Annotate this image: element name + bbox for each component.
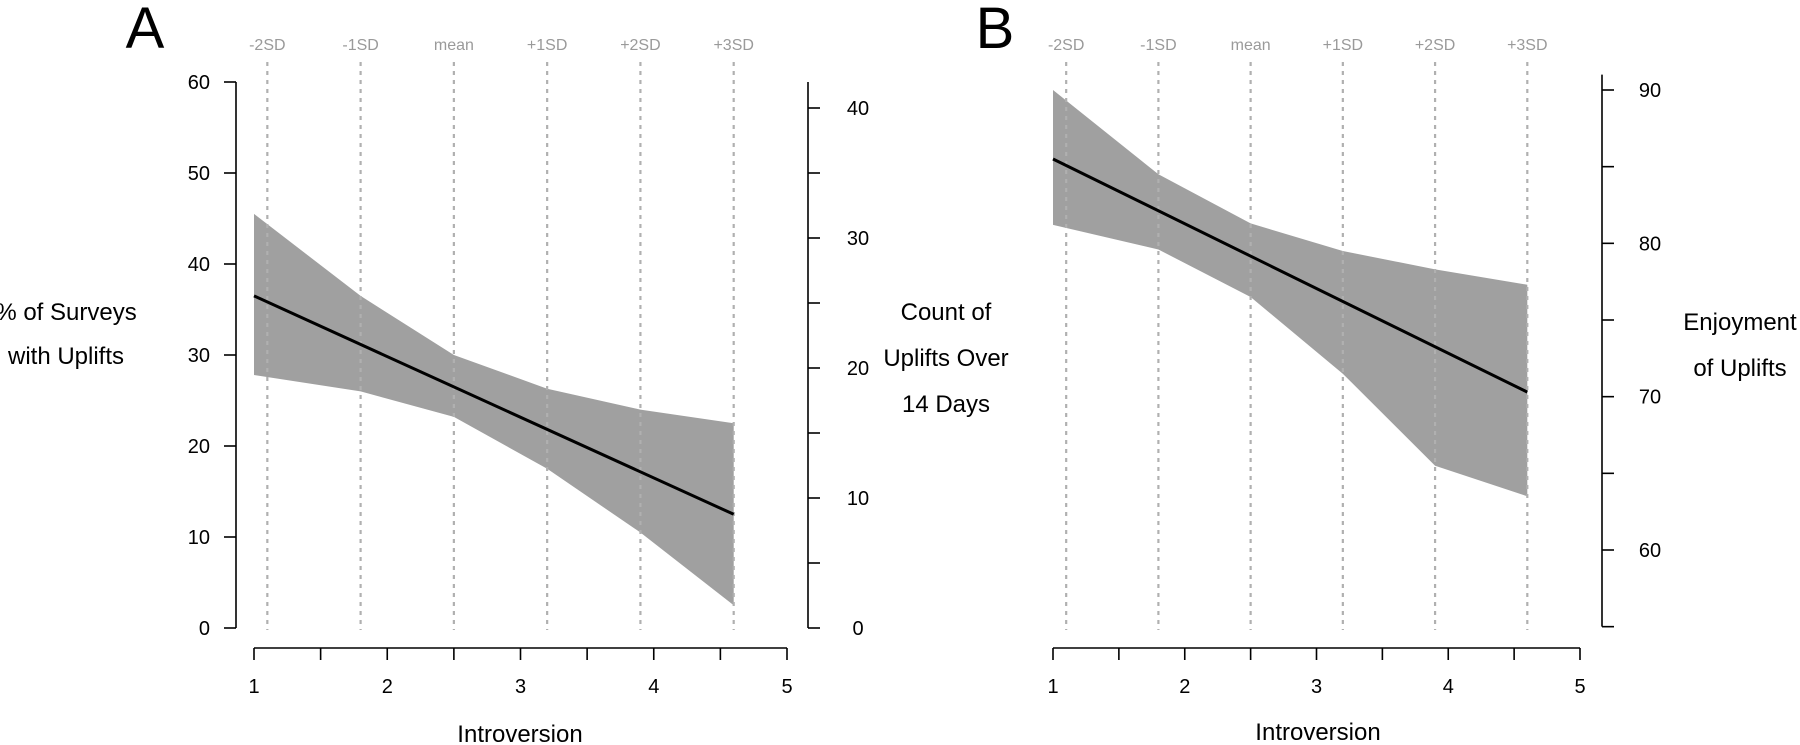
right-y-tick-label: 70: [1639, 387, 1661, 409]
left-y-tick-label: 40: [188, 254, 210, 276]
x-axis-title: Introversion: [1255, 719, 1380, 745]
left-y-axis-title: % of Surveys: [0, 299, 137, 326]
x-tick-label: 3: [1311, 676, 1322, 698]
right-y-tick-label: 30: [847, 228, 869, 250]
x-axis-title: Introversion: [457, 721, 582, 745]
right-y-tick-label: 40: [847, 98, 869, 120]
right-y-axis-title: of Uplifts: [1693, 355, 1786, 382]
left-y-tick-label: 20: [188, 436, 210, 458]
left-y-tick-label: 0: [199, 618, 210, 640]
right-y-tick-label: 90: [1639, 80, 1661, 102]
sd-label: +2SD: [620, 37, 660, 54]
sd-label: +1SD: [1323, 37, 1363, 54]
x-tick-label: 5: [781, 676, 792, 698]
sd-label: +2SD: [1415, 37, 1455, 54]
sd-label: mean: [434, 37, 474, 54]
sd-label: +1SD: [527, 37, 567, 54]
left-y-tick-label: 30: [188, 345, 210, 367]
confidence-band: [1053, 90, 1528, 497]
sd-label: +3SD: [1507, 37, 1547, 54]
panel-b: B -2SD -1SD mean +1SD +2SD +3SD 1 2 3 4 5 Introversi…: [976, 0, 1797, 745]
sd-label: -2SD: [1048, 37, 1084, 54]
left-y-tick-label: 50: [188, 163, 210, 185]
panel-label-b: B: [976, 0, 1015, 61]
right-y-tick-label: 60: [1639, 540, 1661, 562]
right-y-axis-title: Uplifts Over: [883, 345, 1008, 372]
right-y-axis-title: Count of: [901, 299, 992, 326]
sd-label: +3SD: [713, 37, 753, 54]
right-y-axis-title: Enjoyment: [1683, 309, 1797, 336]
x-tick-label: 4: [1443, 676, 1454, 698]
fit-line: [253, 294, 735, 516]
x-tick-label: 1: [1047, 676, 1058, 698]
panel-label-a: A: [126, 0, 165, 61]
x-tick-label: 2: [1179, 676, 1190, 698]
x-tick-label: 1: [248, 676, 259, 698]
x-tick-label: 4: [648, 676, 659, 698]
x-tick-label: 5: [1574, 676, 1585, 698]
right-y-tick-label: 0: [852, 618, 863, 640]
sd-label: -1SD: [1140, 37, 1176, 54]
sd-label: -1SD: [342, 37, 378, 54]
fit-line: [1052, 157, 1528, 394]
right-y-tick-label: 10: [847, 488, 869, 510]
left-y-tick-label: 60: [188, 72, 210, 94]
x-tick-label: 3: [515, 676, 526, 698]
panel-a: A -2SD -1SD mean +1SD +2SD +3SD 1 2 3 4 5 Introversi…: [0, 0, 1009, 745]
right-y-axis-title: 14 Days: [902, 391, 990, 418]
right-y-tick-label: 80: [1639, 233, 1661, 255]
sd-label: -2SD: [249, 37, 285, 54]
left-y-tick-label: 10: [188, 527, 210, 549]
right-y-tick-label: 20: [847, 358, 869, 380]
confidence-band: [254, 213, 734, 606]
left-y-axis-title: with Uplifts: [7, 343, 124, 370]
sd-label: mean: [1231, 37, 1271, 54]
x-tick-label: 2: [382, 676, 393, 698]
